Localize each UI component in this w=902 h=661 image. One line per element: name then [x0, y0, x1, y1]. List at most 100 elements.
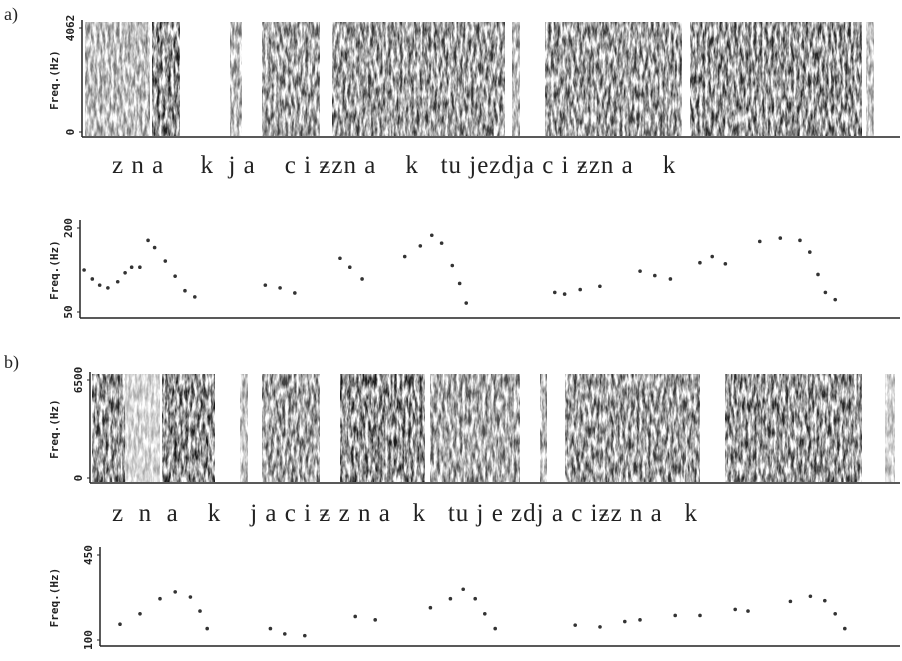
segment-labels: z n a k j a c i ƶzn a k tu jezdja c i ƶz… [112, 152, 676, 180]
pitch-point [429, 606, 433, 610]
pitch-point [91, 277, 95, 281]
pitch-point [638, 618, 642, 622]
pitch-point [573, 623, 577, 627]
pitch-point [493, 627, 497, 631]
pitch-point [138, 265, 142, 269]
spectrogram-texture [262, 22, 320, 136]
pitch-point [563, 292, 567, 296]
pitch-point [724, 262, 728, 266]
figure-canvas: a) b) Freq.(Hz)04062Freq.(Hz)50200Freq.(… [0, 0, 902, 661]
pitch-point [193, 295, 197, 299]
pitch-point [483, 612, 487, 616]
pitch-point [153, 246, 157, 250]
spectrogram-texture [866, 22, 874, 136]
y-tick-label: 100 [82, 630, 95, 650]
pitch-point [824, 291, 828, 295]
pitch-point [348, 265, 352, 269]
pitch-point [440, 241, 444, 245]
pitch-point [638, 269, 642, 273]
pitch-point [98, 283, 102, 287]
spectrogram-texture [85, 22, 150, 136]
pitch-point [464, 301, 468, 305]
pitch-point [283, 632, 287, 636]
pitch-point [733, 608, 737, 612]
panel-label: a) [4, 4, 18, 25]
pitch-point [473, 597, 477, 601]
pitch-point [449, 597, 453, 601]
y-tick-label: 0 [72, 475, 85, 482]
pitch-point [789, 600, 793, 604]
pitch-point [669, 277, 673, 281]
spectrogram-texture [690, 22, 862, 136]
pitch-point [458, 282, 462, 286]
pitch-point [710, 255, 714, 259]
pitch-point [269, 627, 273, 631]
spectrogram-texture [240, 374, 248, 482]
pitch-point [843, 627, 847, 631]
figure: a) b) Freq.(Hz)04062Freq.(Hz)50200Freq.(… [0, 0, 902, 661]
panel-label: b) [4, 352, 19, 373]
pitch-point [198, 609, 202, 613]
pitch-point [278, 286, 282, 290]
y-tick-label: 450 [82, 545, 95, 565]
pitch-point [205, 627, 209, 631]
y-axis-label: Freq.(Hz) [48, 568, 61, 628]
pitch-point [823, 599, 827, 603]
pitch-point [189, 595, 193, 599]
pitch-point [698, 614, 702, 618]
pitch-point [808, 250, 812, 254]
spectrogram-texture [885, 374, 895, 482]
spectrogram-texture [545, 22, 682, 136]
pitch-point [833, 612, 837, 616]
pitch-point [118, 622, 122, 626]
y-tick-label: 50 [62, 305, 75, 318]
pitch-point [623, 620, 627, 624]
pitch-point [578, 288, 582, 292]
pitch-point [673, 614, 677, 618]
spectrogram-texture [430, 374, 520, 482]
spectrogram-texture [565, 374, 700, 482]
pitch-point [123, 271, 127, 275]
y-axis-label: Freq.(Hz) [48, 50, 61, 110]
spectrogram-texture [125, 374, 160, 482]
segment-labels: z n a k j a c i ƶ z n a k tu j e zdj a c… [112, 500, 698, 528]
pitch-point [130, 265, 134, 269]
pitch-point [419, 244, 423, 248]
spectrogram-texture [230, 22, 242, 136]
pitch-point [778, 236, 782, 240]
pitch-point [746, 609, 750, 613]
pitch-point [373, 618, 377, 622]
pitch-point [430, 233, 434, 237]
pitch-point [833, 298, 837, 302]
y-tick-label: 4062 [64, 15, 77, 42]
pitch-point [360, 277, 364, 281]
pitch-point [403, 255, 407, 259]
y-axis-label: Freq.(Hz) [48, 240, 61, 300]
spectrogram-texture [332, 22, 505, 136]
pitch-point [353, 615, 357, 619]
spectrogram-texture [162, 374, 215, 482]
spectrogram-texture [725, 374, 862, 482]
pitch-point [173, 590, 177, 594]
pitch-point [106, 286, 110, 290]
spectrogram-texture [340, 374, 425, 482]
spectrogram-texture [152, 22, 180, 136]
pitch-point [173, 274, 177, 278]
y-tick-label: 0 [64, 129, 77, 136]
pitch-point [461, 587, 465, 591]
pitch-point [809, 594, 813, 598]
pitch-point [163, 259, 167, 263]
pitch-point [158, 597, 162, 601]
pitch-point [303, 634, 307, 638]
pitch-point [338, 256, 342, 260]
pitch-point [293, 291, 297, 295]
spectrogram-texture [262, 374, 320, 482]
spectrogram-texture [512, 22, 520, 136]
pitch-point [138, 612, 142, 616]
pitch-point [553, 291, 557, 295]
pitch-point [598, 284, 602, 288]
pitch-point [450, 264, 454, 268]
pitch-point [816, 273, 820, 277]
pitch-point [183, 289, 187, 293]
pitch-point [798, 239, 802, 243]
